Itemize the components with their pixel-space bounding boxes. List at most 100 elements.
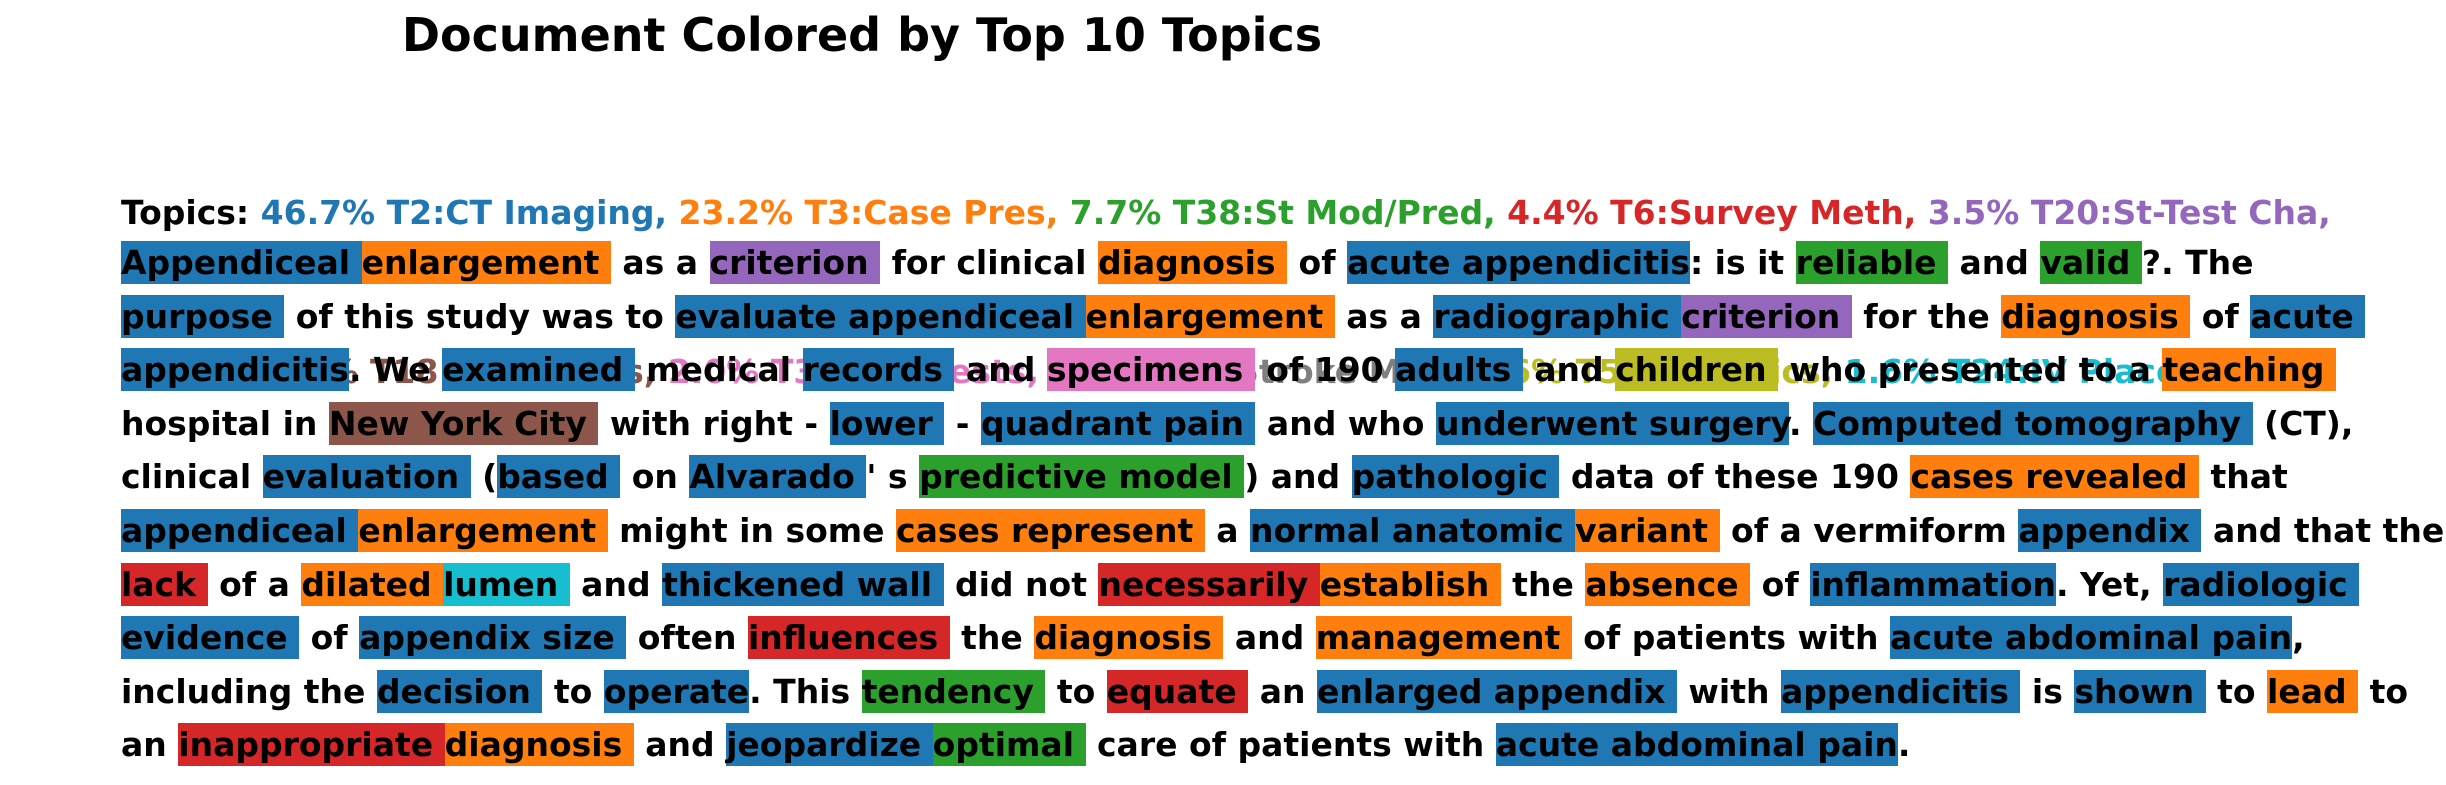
word: medical [634, 350, 803, 390]
topic-item: 46.7% T2:CT Imaging, [261, 193, 667, 232]
highlighted-word: acute [2250, 294, 2366, 338]
word: hospital in [121, 403, 329, 443]
topic-name: T2:CT Imaging, [386, 193, 668, 232]
word: as a [1334, 296, 1434, 336]
word: ) and [1244, 457, 1352, 497]
word: did not [943, 564, 1099, 604]
highlighted-word: diagnosis [2001, 294, 2191, 338]
word: data of these 190 [1559, 457, 1911, 497]
highlighted-word: shown [2074, 669, 2206, 713]
word: , [2292, 618, 2305, 658]
highlighted-word: lumen [443, 562, 570, 606]
text-line: purpose of this study was to evaluate ap… [121, 290, 2444, 344]
word: including the [121, 671, 377, 711]
highlighted-word: acute abdominal pain [1890, 616, 2293, 660]
highlighted-word: quadrant pain [980, 401, 1256, 445]
highlighted-word: management [1315, 616, 1572, 660]
word: care of patients with [1085, 725, 1496, 765]
highlighted-word: absence [1585, 562, 1751, 606]
highlighted-word: tendency [861, 669, 1046, 713]
topic-share: 3.5% [1927, 193, 2020, 232]
highlighted-word: appendix [2018, 508, 2202, 552]
text-line: appendiceal enlargement might in some ca… [121, 504, 2444, 558]
word: of [1750, 564, 1811, 604]
highlighted-word: adults [1395, 348, 1523, 392]
highlighted-word: operate [603, 669, 750, 713]
text-line: including the decision to operate. This … [121, 665, 2444, 719]
word: and [1223, 618, 1316, 658]
word: for clinical [880, 243, 1098, 282]
highlighted-word: influences [747, 616, 950, 660]
word: ?. The [2141, 243, 2254, 282]
text-line: lack of a dilated lumen and thickened wa… [121, 558, 2444, 612]
highlighted-word: children [1615, 348, 1779, 392]
highlighted-word: teaching [2162, 348, 2336, 392]
word: the [949, 618, 1035, 658]
word: and [954, 350, 1047, 390]
highlighted-word: predictive model [919, 455, 1245, 499]
word: and that the [2201, 510, 2445, 550]
highlighted-word: radiologic [2163, 562, 2360, 606]
highlighted-word: establish [1319, 562, 1501, 606]
word: and [633, 725, 727, 765]
highlighted-word: criterion [709, 241, 881, 284]
highlighted-word: specimens [1046, 348, 1255, 392]
topic-share: 1.6% [1844, 352, 1937, 391]
highlighted-word: diagnosis [444, 723, 634, 767]
topic-share: 46.7% [260, 193, 376, 232]
word: of [2190, 296, 2251, 336]
word: with right - [598, 403, 830, 443]
word: of 190 [1254, 350, 1396, 390]
highlighted-word: purpose [121, 294, 285, 338]
word: - [944, 403, 981, 443]
topic-name: T3:Case Pres, [804, 193, 1059, 232]
highlighted-word: lower [829, 401, 945, 445]
topic-share: 2.0% [667, 352, 760, 391]
topic-line: Topics: 46.7% T2:CT Imaging, 23.2% T3:Ca… [121, 186, 2342, 239]
highlighted-word: reliable [1795, 241, 1949, 284]
highlighted-word: lead [2267, 669, 2359, 713]
word: of a vermiform [1719, 510, 2019, 550]
highlighted-word: appendiceal [121, 508, 359, 552]
word: who presented to a [1778, 350, 2163, 390]
topic-share: 7.7% [1069, 193, 1162, 232]
word: for the [1851, 296, 2002, 336]
word: is [2020, 671, 2075, 711]
word: . [1789, 403, 1814, 443]
word: that [2199, 457, 2288, 497]
topic-name: T38:St Mod/Pred, [1172, 193, 1496, 232]
highlighted-word: enlargement [358, 508, 608, 552]
highlighted-word: appendix size [359, 616, 627, 660]
topic-name: T6:Survey Meth, [1610, 193, 1917, 232]
highlighted-word: acute abdominal pain [1495, 723, 1898, 767]
title: Document Colored by Top 10 Topics [401, 8, 1323, 62]
word: on [620, 457, 690, 497]
highlighted-word: dilated [301, 562, 444, 606]
word: of this study was to [284, 296, 676, 336]
document-text: Appendiceal enlargement as a criterion f… [121, 236, 2444, 772]
word: with [1676, 671, 1781, 711]
word: . [1897, 725, 1911, 765]
highlighted-word: criterion [1681, 294, 1852, 338]
word: to [1045, 671, 1107, 711]
highlighted-word: evidence [121, 616, 300, 660]
word: often [626, 618, 748, 658]
topic-item: 4.4% T6:Survey Meth, [1507, 193, 1916, 232]
highlighted-word: evaluate appendiceal [675, 294, 1086, 338]
word: the [1500, 564, 1586, 604]
highlighted-word: based [497, 455, 621, 499]
highlighted-word: jeopardize [726, 723, 933, 767]
word: as a [610, 243, 710, 282]
highlighted-word: examined [442, 348, 635, 392]
highlighted-word: cases represent [896, 508, 1205, 552]
highlighted-word: records [802, 348, 955, 392]
word: to [2358, 671, 2409, 711]
topic-share: 4.4% [1507, 193, 1599, 232]
highlighted-word: Alvarado [689, 455, 867, 499]
highlighted-word: diagnosis [1034, 616, 1224, 660]
word: of a [207, 564, 302, 604]
word: an [1248, 671, 1317, 711]
word: of patients with [1571, 618, 1891, 658]
topics-label: Topics: [121, 193, 250, 232]
word: ' s [866, 457, 920, 497]
